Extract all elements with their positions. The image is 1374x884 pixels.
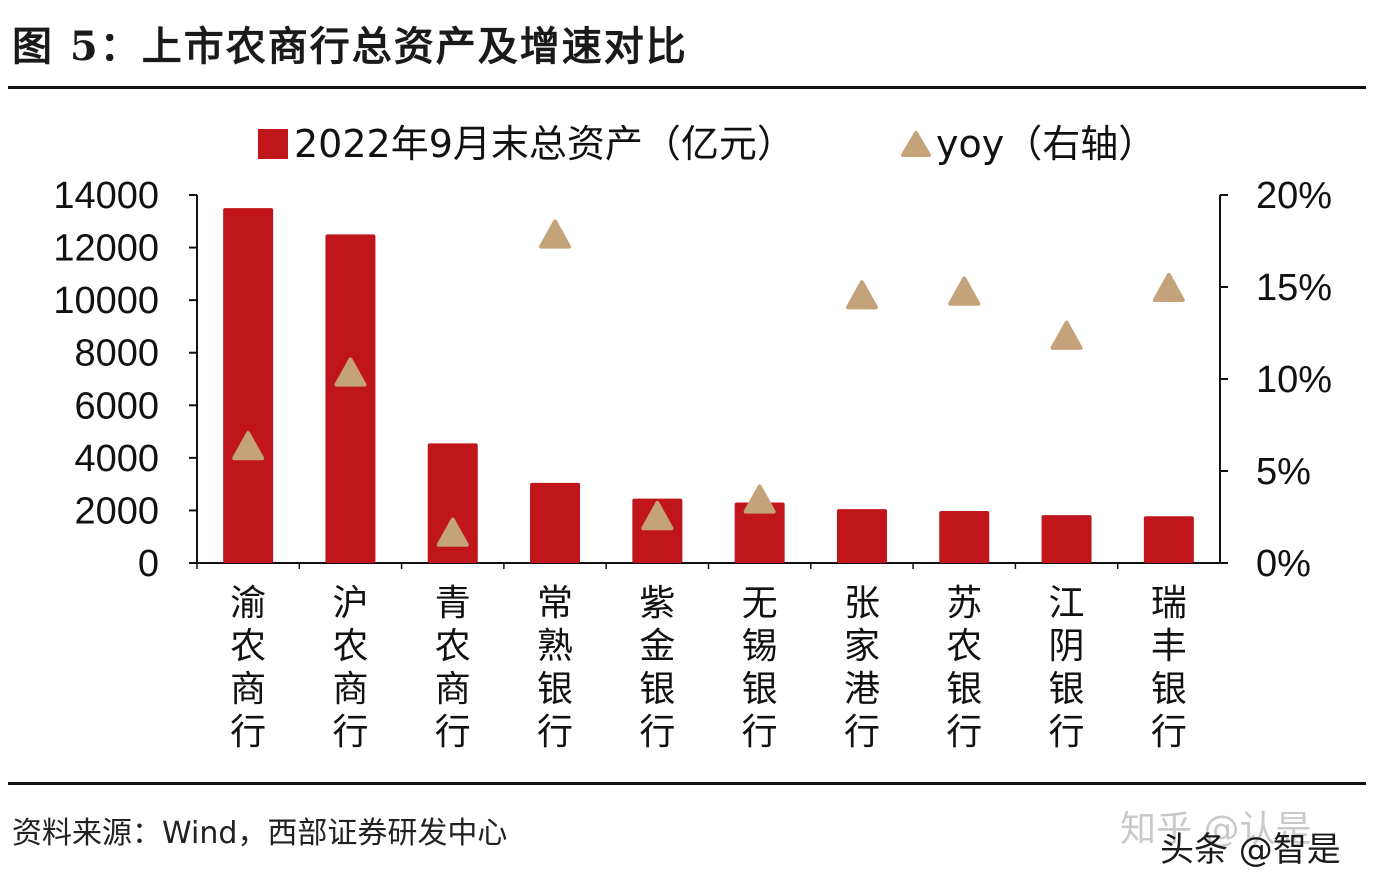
bar-张家港行 — [836, 509, 887, 563]
category-label-char: 锡 — [742, 626, 778, 667]
category-label-char: 行 — [537, 712, 573, 753]
yoy-marker-紫金银行 — [641, 501, 674, 531]
y-left-tick-label: 14000 — [53, 175, 159, 217]
category-label-char: 商 — [435, 669, 471, 710]
y-left-tick-label: 10000 — [53, 280, 159, 322]
category-label-char: 行 — [844, 712, 880, 753]
yoy-marker-无锡银行 — [743, 484, 776, 514]
category-label-char: 行 — [946, 712, 982, 753]
yoy-marker-苏农银行 — [948, 276, 981, 306]
category-label-char: 张 — [844, 583, 880, 624]
category-label-char: 金 — [639, 626, 675, 667]
category-label-char: 农 — [230, 626, 266, 667]
bar-无锡银行 — [734, 502, 785, 563]
bar-沪农商行 — [325, 234, 376, 563]
category-label-char: 行 — [435, 712, 471, 753]
category-label-char: 商 — [332, 669, 368, 710]
bar-常熟银行 — [530, 482, 581, 563]
y-left-tick-label: 2000 — [74, 490, 159, 532]
category-label-char: 沪 — [332, 583, 368, 624]
category-label-char: 银 — [537, 669, 573, 710]
category-label-char: 渝 — [230, 583, 266, 624]
category-label-char: 行 — [230, 712, 266, 753]
y-right-tick-label: 5% — [1256, 451, 1311, 493]
category-label-char: 熟 — [537, 626, 573, 667]
category-label-char: 无 — [742, 583, 778, 624]
category-label-char: 农 — [435, 626, 471, 667]
category-label-char: 银 — [1049, 669, 1085, 710]
y-left-tick-label: 4000 — [74, 438, 159, 480]
source-note: 资料来源：Wind，西部证券研发中心 — [12, 816, 508, 851]
category-label-char: 农 — [946, 626, 982, 667]
y-left-tick-label: 8000 — [74, 333, 159, 375]
category-label-char: 常 — [537, 583, 573, 624]
category-label-char: 农 — [332, 626, 368, 667]
bar-渝农商行 — [223, 208, 274, 563]
category-label-char: 丰 — [1151, 626, 1187, 667]
bar-瑞丰银行 — [1143, 516, 1194, 563]
yoy-marker-青农商行 — [436, 517, 469, 547]
category-label-char: 行 — [332, 712, 368, 753]
legend-swatch-assets — [258, 129, 288, 159]
category-label-char: 行 — [639, 712, 675, 753]
category-label-char: 行 — [1151, 712, 1187, 753]
y-right-tick-label: 10% — [1256, 359, 1332, 401]
category-label-char: 苏 — [946, 583, 982, 624]
category-label-char: 瑞 — [1151, 583, 1187, 624]
bar-紫金银行 — [632, 498, 683, 563]
legend-label-assets: 2022年9月末总资产（亿元） — [294, 122, 795, 166]
yoy-marker-渝农商行 — [232, 431, 265, 461]
category-label-char: 江 — [1049, 583, 1085, 624]
toutiao-watermark: 头条 @智是 — [1160, 830, 1341, 870]
y-left-tick-label: 0 — [138, 543, 159, 585]
legend-label-yoy: yoy（右轴） — [936, 122, 1156, 166]
top-rule — [8, 86, 1366, 89]
category-label-char: 阴 — [1049, 626, 1085, 667]
category-label-char: 行 — [1049, 712, 1085, 753]
category-label-char: 银 — [1151, 669, 1187, 710]
category-label-char: 家 — [844, 626, 880, 667]
legend-swatch-yoy — [901, 131, 931, 157]
bar-苏农银行 — [939, 510, 990, 563]
yoy-marker-瑞丰银行 — [1152, 272, 1185, 303]
category-label-char: 银 — [639, 669, 675, 710]
category-label-char: 商 — [230, 669, 266, 710]
y-left-tick-label: 6000 — [74, 385, 159, 427]
figure-title: 图 5：上市农商行总资产及增速对比 — [12, 23, 688, 70]
bar-江阴银行 — [1041, 515, 1092, 563]
category-label-char: 银 — [946, 669, 982, 710]
yoy-marker-常熟银行 — [539, 219, 572, 249]
category-label-char: 银 — [742, 669, 778, 710]
y-right-tick-label: 15% — [1256, 267, 1332, 309]
chart-area: 0 2000 4000 6000 8000 10000 12000 14000 0% 5% 10% 1… — [53, 122, 1332, 753]
category-label-char: 港 — [844, 669, 880, 710]
zhihu-watermark: 知乎 @认是 — [1120, 809, 1312, 850]
category-label-char: 紫 — [639, 583, 675, 624]
yoy-marker-沪农商行 — [334, 357, 367, 387]
y-right-tick-label: 0% — [1256, 543, 1311, 585]
y-right-tick-label: 20% — [1256, 175, 1332, 217]
category-label-char: 行 — [742, 712, 778, 753]
yoy-marker-张家港行 — [845, 280, 878, 310]
y-left-tick-label: 12000 — [53, 228, 159, 270]
bottom-rule — [8, 782, 1366, 785]
bar-青农商行 — [427, 443, 478, 563]
yoy-marker-江阴银行 — [1050, 320, 1083, 350]
category-label-char: 青 — [435, 583, 471, 624]
